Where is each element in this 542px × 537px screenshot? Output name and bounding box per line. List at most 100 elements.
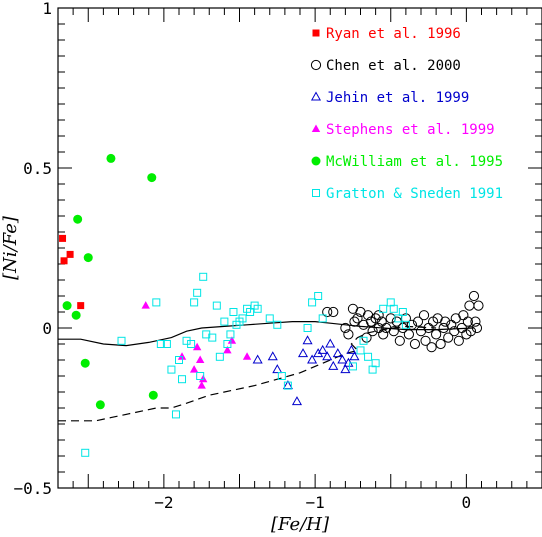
- data-points: [59, 153, 484, 457]
- data-point: [352, 313, 363, 324]
- data-point: [367, 326, 378, 337]
- data-point: [147, 173, 157, 183]
- data-point: [171, 410, 180, 419]
- y-tick-label: 1: [42, 0, 52, 18]
- data-point: [59, 234, 67, 242]
- data-point: [313, 348, 324, 358]
- data-point: [418, 310, 430, 321]
- legend-marker: [312, 29, 320, 37]
- data-point: [141, 301, 150, 309]
- data-point: [229, 308, 238, 316]
- data-point: [371, 359, 380, 368]
- data-point: [332, 348, 343, 358]
- data-point: [343, 329, 354, 340]
- data-point: [431, 329, 442, 340]
- data-point: [242, 352, 252, 360]
- data-point: [148, 390, 158, 400]
- data-point: [106, 153, 116, 163]
- dashed-model-curve: [58, 325, 437, 422]
- plot-frame: [57, 7, 542, 489]
- data-point: [192, 342, 202, 351]
- data-point: [302, 335, 313, 345]
- data-point: [212, 301, 221, 310]
- data-point: [196, 372, 205, 380]
- data-point: [370, 313, 381, 324]
- data-point: [322, 306, 333, 318]
- y-tick-label: 0: [42, 319, 52, 338]
- legend-marker: [311, 124, 321, 132]
- x-axis-label: [Fe/H]: [271, 514, 330, 535]
- legend-marker: [310, 91, 322, 101]
- legend-marker: [310, 59, 322, 71]
- data-point: [359, 336, 368, 345]
- data-point: [470, 316, 481, 327]
- data-point: [272, 364, 283, 374]
- data-point: [403, 329, 414, 340]
- data-point: [273, 320, 282, 329]
- data-point: [223, 340, 232, 348]
- axis-ticks: −2 −1 0 −0.5 0 0.5 1: [13, 0, 542, 512]
- data-point: [226, 330, 235, 339]
- data-point: [252, 354, 263, 364]
- data-point: [328, 360, 339, 370]
- data-point: [314, 292, 323, 300]
- data-point: [409, 338, 421, 350]
- legend-label: McWilliam et al. 1995: [326, 154, 503, 170]
- legend-label: Chen et al. 2000: [326, 58, 461, 74]
- data-point: [162, 340, 171, 348]
- legend-marker: [311, 156, 321, 166]
- data-point: [356, 346, 365, 355]
- data-point: [322, 351, 333, 361]
- data-point: [473, 300, 484, 311]
- legend-marker: [312, 189, 320, 197]
- data-point: [325, 338, 336, 348]
- data-point: [208, 333, 217, 342]
- data-point: [349, 316, 360, 327]
- data-point: [291, 396, 303, 406]
- data-point: [83, 253, 93, 263]
- data-point: [190, 298, 199, 307]
- data-point: [379, 304, 388, 313]
- data-point: [95, 400, 105, 410]
- solid-model-curve: [58, 321, 474, 347]
- data-point: [303, 324, 312, 332]
- data-point: [426, 342, 437, 353]
- data-point: [220, 317, 229, 326]
- data-point: [71, 310, 81, 320]
- data-point: [317, 344, 328, 354]
- legend: Ryan et al. 1996 Chen et al. 2000 Jehin et…: [310, 26, 503, 202]
- data-point: [318, 314, 327, 323]
- data-point: [197, 381, 206, 389]
- data-point: [283, 381, 292, 390]
- data-point: [385, 313, 396, 324]
- data-point: [73, 214, 83, 224]
- data-point: [328, 306, 339, 318]
- data-point: [308, 298, 317, 307]
- data-point: [364, 352, 373, 361]
- data-point: [337, 354, 348, 364]
- legend-label: Ryan et al. 1996: [326, 26, 461, 42]
- data-point: [340, 364, 351, 374]
- data-point: [389, 304, 398, 313]
- data-point: [81, 448, 90, 457]
- data-point: [152, 298, 161, 307]
- y-axis-label: [Ni/Fe]: [0, 215, 21, 280]
- data-point: [267, 351, 278, 361]
- data-point: [378, 329, 389, 340]
- legend-label: Gratton & Sneden 1991: [326, 186, 503, 202]
- data-point: [435, 338, 446, 350]
- data-point: [468, 290, 480, 302]
- data-point: [187, 340, 196, 348]
- data-point: [199, 272, 208, 281]
- x-tick-label: −2: [154, 493, 173, 512]
- model-curves: [58, 321, 474, 422]
- data-point: [398, 308, 407, 316]
- data-point: [458, 310, 469, 321]
- data-point: [156, 340, 165, 348]
- data-point: [117, 336, 126, 345]
- data-point: [373, 310, 384, 321]
- data-point: [62, 301, 72, 311]
- data-point: [420, 335, 431, 346]
- data-point: [215, 352, 224, 361]
